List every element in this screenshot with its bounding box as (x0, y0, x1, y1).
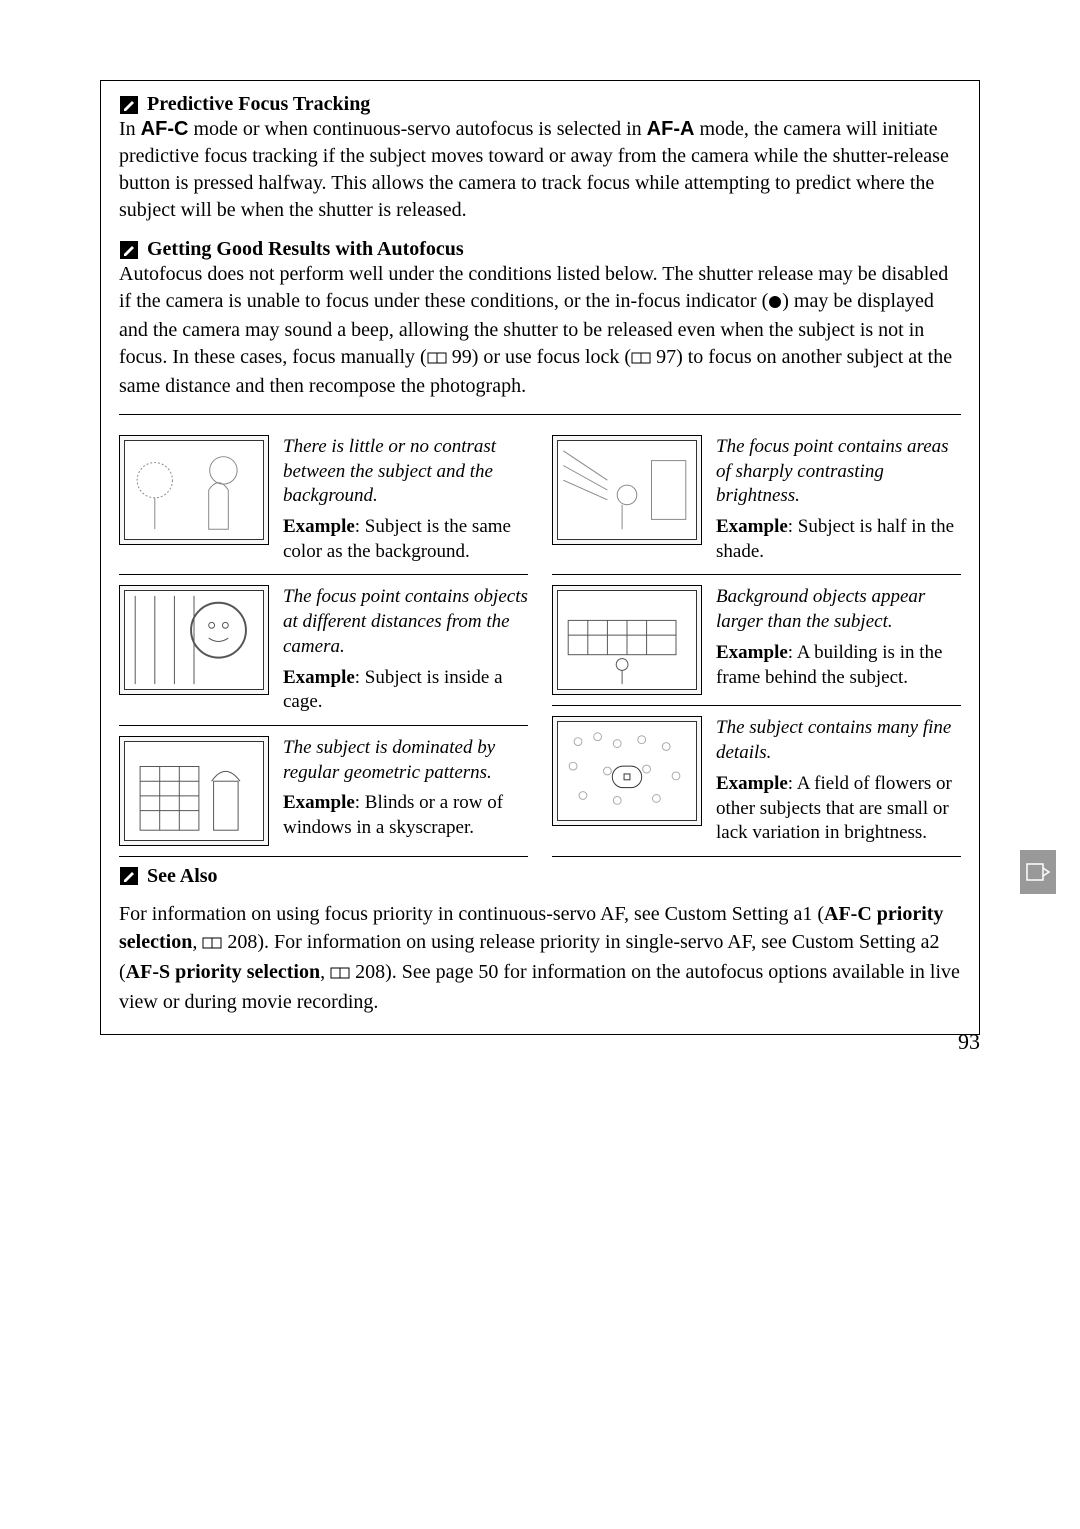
condition-cell: Background objects appear larger than th… (552, 575, 961, 706)
autofocus-body: Autofocus does not perform well under th… (119, 261, 961, 400)
see-also-body: For information on using focus priority … (119, 900, 961, 1016)
title-text: Predictive Focus Tracking (147, 93, 370, 116)
condition-cell: There is little or no contrast between t… (119, 425, 528, 575)
condition-illustration (552, 435, 702, 545)
condition-cell: The subject contains many fine details. … (552, 706, 961, 856)
condition-text: The focus point contains objects at diff… (283, 585, 528, 714)
book-ref-icon (330, 960, 350, 988)
condition-cell: The subject is dominated by regular geom… (119, 726, 528, 857)
pencil-icon (119, 866, 139, 886)
title-text: See Also (147, 865, 218, 888)
conditions-left-col: There is little or no contrast between t… (119, 425, 528, 857)
title-text: Getting Good Results with Autofocus (147, 238, 464, 261)
condition-illustration (119, 435, 269, 545)
condition-text: Background objects appear larger than th… (716, 585, 961, 690)
section-title-predictive: Predictive Focus Tracking (119, 93, 961, 116)
focus-dot-icon (768, 290, 782, 317)
side-tab-icon (1020, 850, 1056, 894)
condition-text: The subject contains many fine details. … (716, 716, 961, 845)
content-box: Predictive Focus Tracking In AF-C mode o… (100, 80, 980, 1035)
section-title-autofocus: Getting Good Results with Autofocus (119, 238, 961, 261)
condition-text: There is little or no contrast between t… (283, 435, 528, 564)
condition-cell: The focus point contains objects at diff… (119, 575, 528, 725)
condition-illustration (119, 585, 269, 695)
predictive-body: In AF-C mode or when continuous-servo au… (119, 116, 961, 224)
book-ref-icon (427, 346, 447, 373)
book-ref-icon (631, 346, 651, 373)
condition-cell: The focus point contains areas of sharpl… (552, 425, 961, 575)
section-title-see-also: See Also (119, 865, 961, 888)
condition-illustration (552, 716, 702, 826)
conditions-right-col: The focus point contains areas of sharpl… (552, 425, 961, 857)
page-number: 93 (958, 1029, 980, 1055)
conditions-grid: There is little or no contrast between t… (119, 425, 961, 857)
afs-priority-label: AF-S priority selection (126, 961, 320, 983)
af-c-label: AF-C (141, 118, 189, 140)
condition-illustration (119, 736, 269, 846)
condition-illustration (552, 585, 702, 695)
divider (119, 414, 961, 415)
pencil-icon (119, 95, 139, 115)
af-a-label: AF-A (647, 118, 695, 140)
pencil-icon (119, 240, 139, 260)
book-ref-icon (202, 930, 222, 958)
condition-text: The focus point contains areas of sharpl… (716, 435, 961, 564)
condition-text: The subject is dominated by regular geom… (283, 736, 528, 841)
